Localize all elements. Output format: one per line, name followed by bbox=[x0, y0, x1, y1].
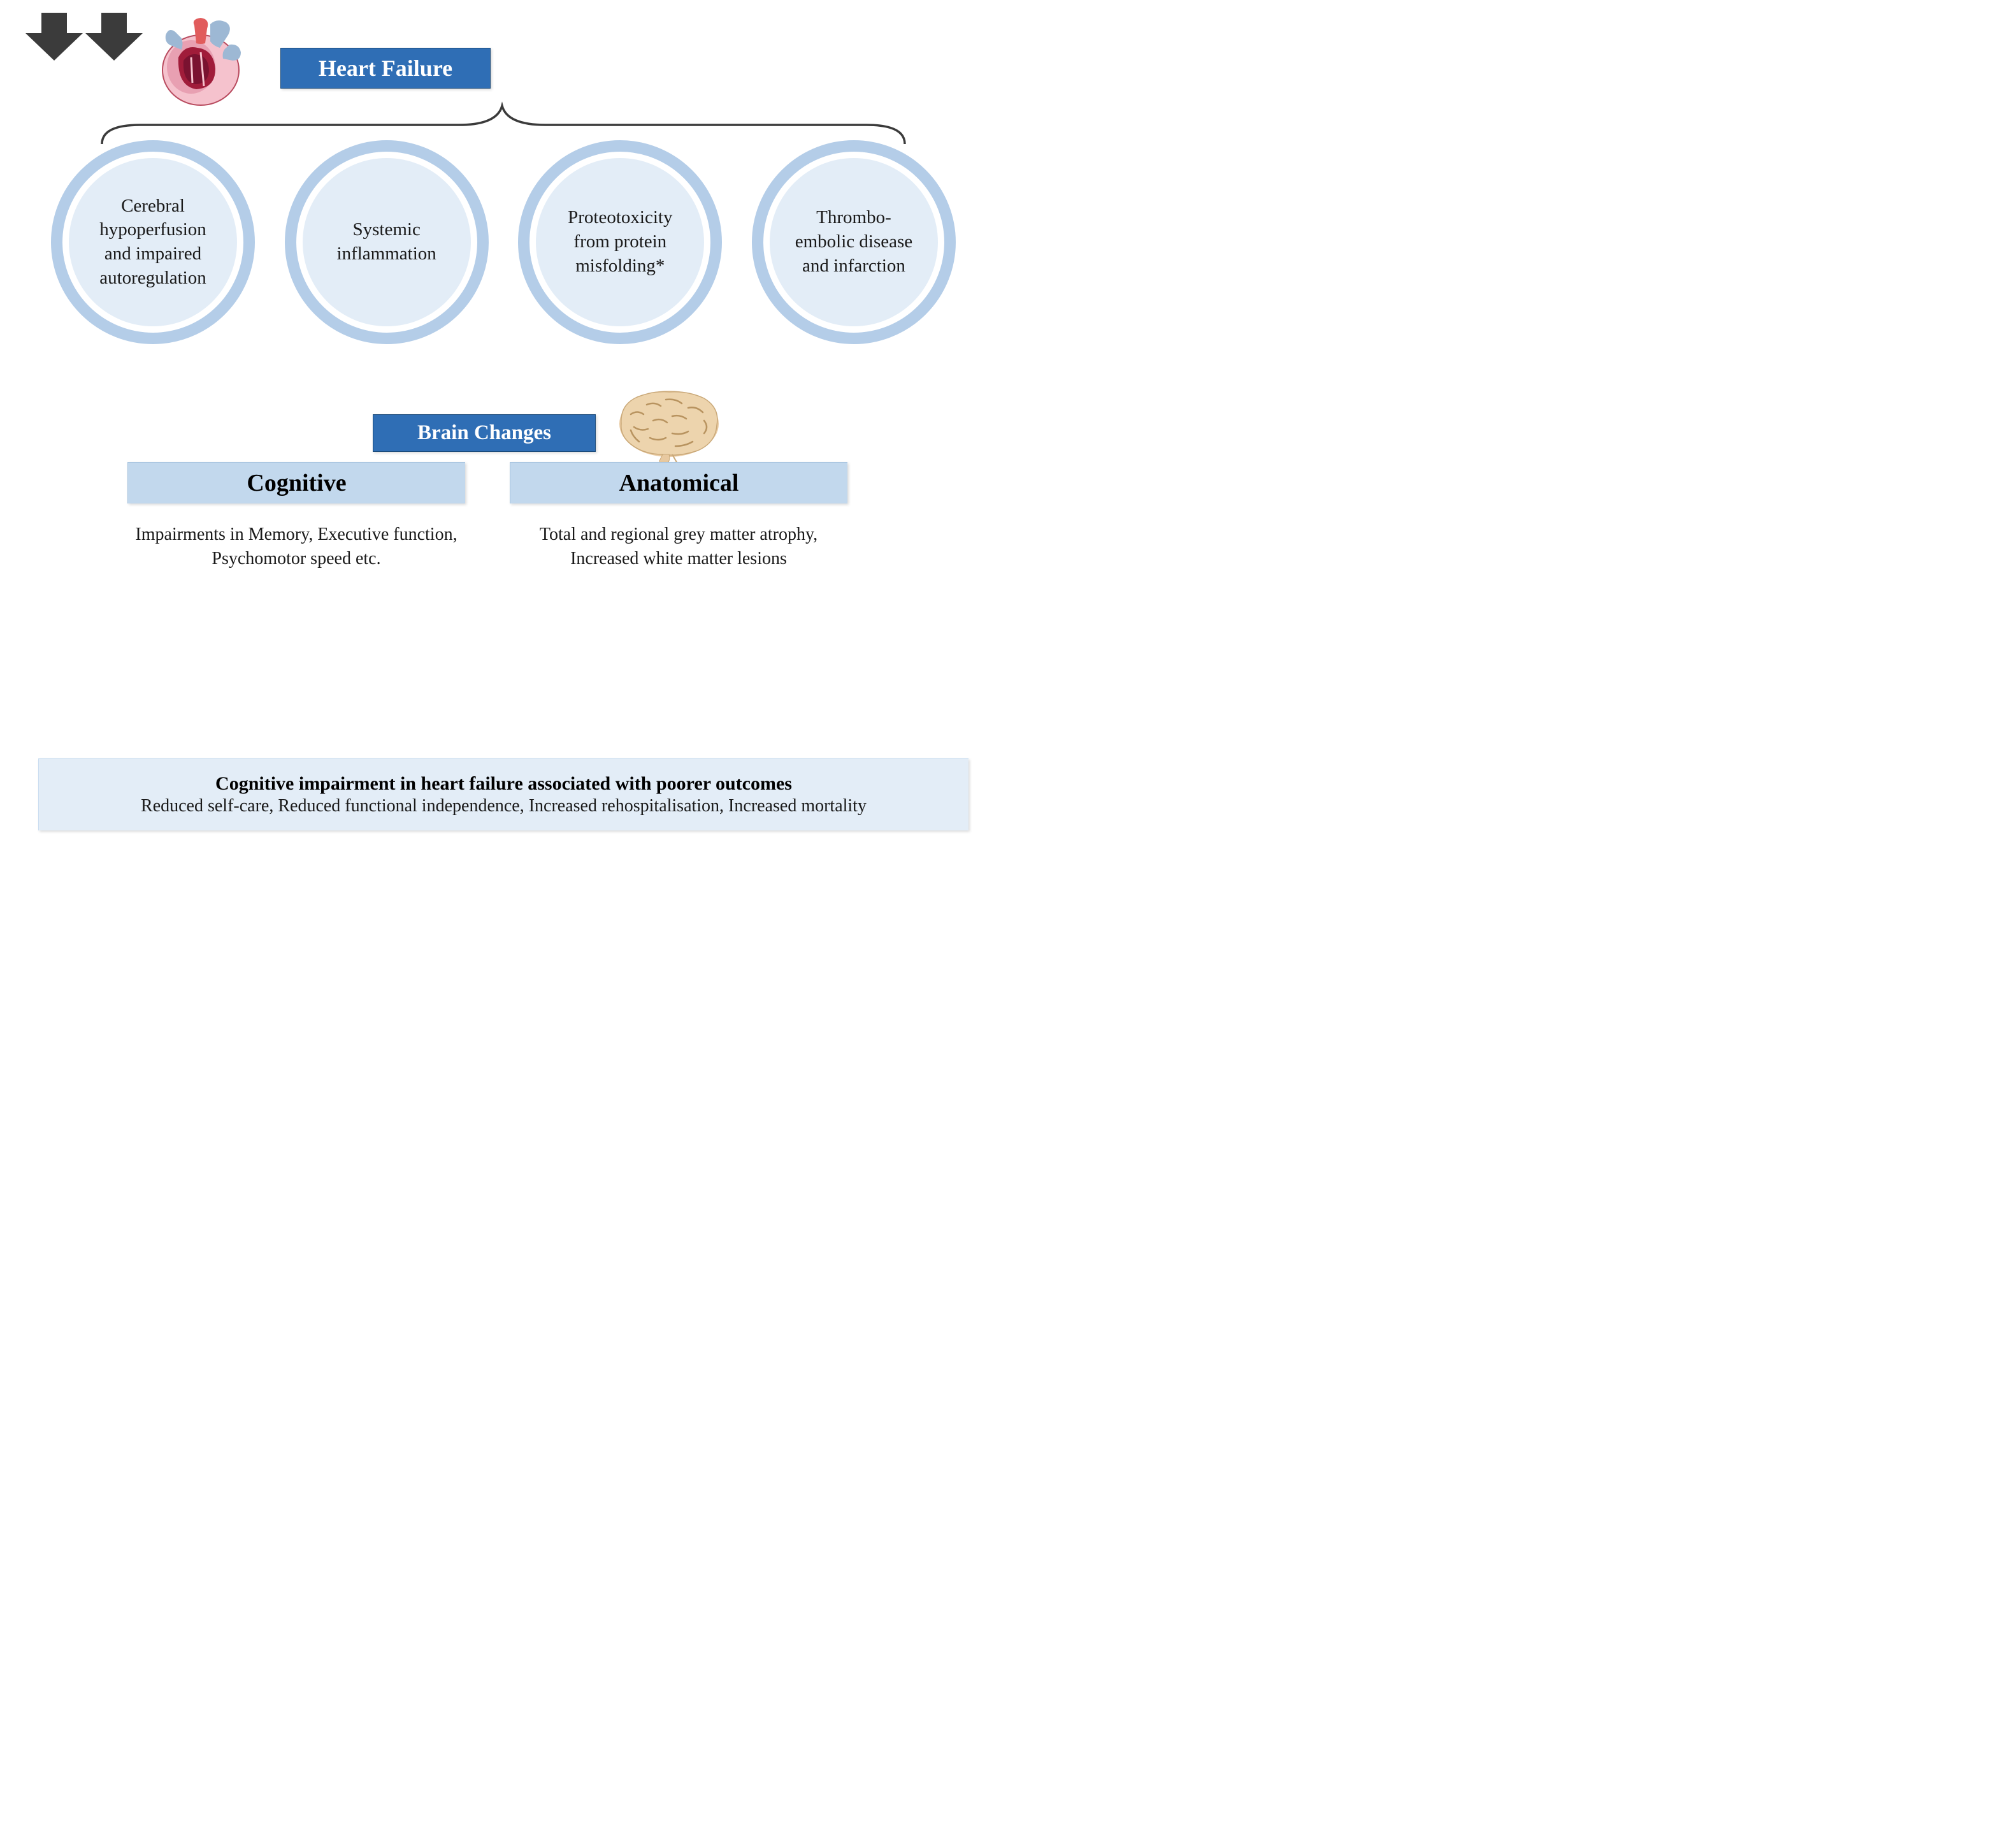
categories-row: Cognitive Anatomical bbox=[127, 462, 847, 503]
outcome-subtitle: Reduced self-care, Reduced functional in… bbox=[58, 796, 949, 816]
mechanism-label: Thrombo-embolic disease and infarction bbox=[789, 206, 919, 278]
heading-text: Heart Failure bbox=[319, 55, 452, 81]
mechanism-circle: Thrombo-embolic disease and infarction bbox=[752, 140, 956, 344]
mechanism-circle: Systemic inflammation bbox=[285, 140, 489, 344]
outcome-title: Cognitive impairment in heart failure as… bbox=[58, 773, 949, 795]
heading-brain-changes: Brain Changes bbox=[373, 414, 596, 452]
mechanisms-row: Cerebral hypoperfusion and impaired auto… bbox=[51, 140, 956, 344]
description-text: Impairments in Memory, Executive functio… bbox=[135, 525, 457, 568]
heading-text: Brain Changes bbox=[417, 421, 551, 444]
heading-heart-failure: Heart Failure bbox=[280, 48, 491, 89]
diagram-container: Heart Failure Cerebral hypoperfusion and… bbox=[0, 0, 1008, 919]
mechanism-circle: Proteotoxicity from protein misfolding* bbox=[518, 140, 722, 344]
category-title: Cognitive bbox=[247, 470, 346, 496]
bracket-icon bbox=[64, 94, 943, 145]
outcome-box: Cognitive impairment in heart failure as… bbox=[38, 758, 968, 830]
descriptions-row: Impairments in Memory, Executive functio… bbox=[127, 523, 847, 571]
arrow-down-icon bbox=[85, 13, 143, 61]
arrow-down-icon bbox=[25, 13, 83, 61]
category-title: Anatomical bbox=[619, 470, 739, 496]
mechanism-label: Proteotoxicity from protein misfolding* bbox=[555, 206, 685, 278]
mechanism-circle: Cerebral hypoperfusion and impaired auto… bbox=[51, 140, 255, 344]
description-text: Total and regional grey matter atrophy, … bbox=[540, 525, 817, 568]
mechanism-label: Systemic inflammation bbox=[322, 218, 452, 266]
category-description: Impairments in Memory, Executive functio… bbox=[127, 523, 465, 571]
brain-icon bbox=[615, 386, 723, 468]
category-title-anatomical: Anatomical bbox=[510, 462, 847, 503]
category-title-cognitive: Cognitive bbox=[127, 462, 465, 503]
mechanism-label: Cerebral hypoperfusion and impaired auto… bbox=[88, 194, 218, 291]
category-description: Total and regional grey matter atrophy, … bbox=[510, 523, 847, 571]
